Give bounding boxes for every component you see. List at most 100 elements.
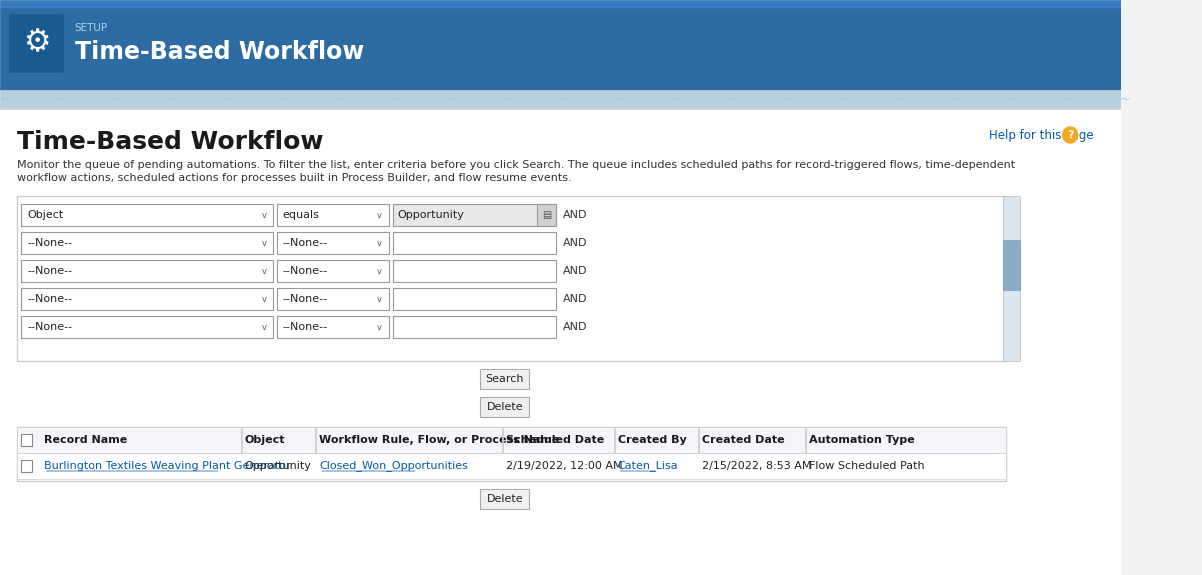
Text: AND: AND xyxy=(563,210,587,220)
Text: --None--: --None-- xyxy=(28,294,72,304)
Text: v: v xyxy=(377,294,382,304)
Text: ~: ~ xyxy=(615,93,626,105)
Bar xyxy=(22,232,273,254)
Bar xyxy=(17,427,1006,453)
Text: AND: AND xyxy=(563,322,587,332)
Text: ~: ~ xyxy=(784,93,795,105)
Text: ~: ~ xyxy=(727,93,738,105)
Text: 2/15/2022, 8:53 AM: 2/15/2022, 8:53 AM xyxy=(702,461,811,471)
Text: Burlington Textiles Weaving Plant Generator: Burlington Textiles Weaving Plant Genera… xyxy=(43,461,291,471)
Text: Time-Based Workflow: Time-Based Workflow xyxy=(75,40,364,64)
Bar xyxy=(17,427,1006,481)
Text: Object: Object xyxy=(244,435,285,445)
Text: AND: AND xyxy=(563,238,587,248)
Text: v: v xyxy=(262,323,267,332)
Circle shape xyxy=(1063,127,1078,143)
Bar xyxy=(393,232,557,254)
Bar xyxy=(537,204,557,226)
Text: Search: Search xyxy=(486,374,524,384)
Text: Automation Type: Automation Type xyxy=(809,435,915,445)
Text: --None--: --None-- xyxy=(28,238,72,248)
Text: ~: ~ xyxy=(672,93,683,105)
Bar xyxy=(393,204,557,226)
Bar xyxy=(20,460,31,472)
Text: ~: ~ xyxy=(895,93,906,105)
Text: v: v xyxy=(262,266,267,275)
Bar xyxy=(22,204,273,226)
Text: v: v xyxy=(262,239,267,247)
Text: ~: ~ xyxy=(335,93,346,105)
Text: ~: ~ xyxy=(448,93,458,105)
Text: v: v xyxy=(377,323,382,332)
Bar xyxy=(278,204,389,226)
Text: workflow actions, scheduled actions for processes built in Process Builder, and : workflow actions, scheduled actions for … xyxy=(17,173,571,183)
Text: Workflow Rule, Flow, or Process Name: Workflow Rule, Flow, or Process Name xyxy=(319,435,559,445)
Bar xyxy=(278,316,389,338)
Text: Caten_Lisa: Caten_Lisa xyxy=(618,461,678,472)
Text: ~: ~ xyxy=(224,93,234,105)
Text: AND: AND xyxy=(563,266,587,276)
Text: ~: ~ xyxy=(112,93,123,105)
Text: Created By: Created By xyxy=(618,435,686,445)
Text: ?: ? xyxy=(1067,130,1073,140)
Bar xyxy=(0,8,1121,90)
Text: v: v xyxy=(377,266,382,275)
Bar xyxy=(0,108,1121,109)
Bar xyxy=(393,260,557,282)
Text: --None--: --None-- xyxy=(282,238,328,248)
Text: --None--: --None-- xyxy=(28,266,72,276)
Text: Object: Object xyxy=(28,210,64,220)
Text: ~: ~ xyxy=(840,93,850,105)
Text: ~: ~ xyxy=(280,93,291,105)
Bar xyxy=(1002,240,1019,290)
Text: ~: ~ xyxy=(1007,93,1018,105)
Bar xyxy=(0,108,1121,575)
Bar xyxy=(278,288,389,310)
Bar xyxy=(1002,196,1019,361)
Text: ⚙: ⚙ xyxy=(23,29,50,58)
Text: Help for this Page: Help for this Page xyxy=(989,128,1094,141)
Text: Opportunity: Opportunity xyxy=(244,461,311,471)
Text: ~: ~ xyxy=(56,93,66,105)
Text: equals: equals xyxy=(282,210,320,220)
Text: Opportunity: Opportunity xyxy=(398,210,464,220)
Bar xyxy=(10,14,64,72)
Bar xyxy=(20,434,31,446)
Bar xyxy=(17,453,1006,479)
Text: 2/19/2022, 12:00 AM: 2/19/2022, 12:00 AM xyxy=(506,461,623,471)
Text: --None--: --None-- xyxy=(282,294,328,304)
Bar xyxy=(393,316,557,338)
Text: Created Date: Created Date xyxy=(702,435,784,445)
Bar xyxy=(481,489,529,509)
Bar xyxy=(0,90,1121,108)
Bar xyxy=(22,316,273,338)
Text: Time-Based Workflow: Time-Based Workflow xyxy=(17,130,323,154)
Bar xyxy=(0,0,1121,8)
Text: AND: AND xyxy=(563,294,587,304)
Text: --None--: --None-- xyxy=(282,266,328,276)
Text: v: v xyxy=(262,210,267,220)
Text: ~: ~ xyxy=(168,93,178,105)
Text: Delete: Delete xyxy=(487,402,523,412)
Bar xyxy=(278,260,389,282)
Text: Closed_Won_Opportunities: Closed_Won_Opportunities xyxy=(319,461,468,472)
Text: ~: ~ xyxy=(0,93,11,105)
Text: ~: ~ xyxy=(504,93,514,105)
Text: --None--: --None-- xyxy=(282,322,328,332)
Bar xyxy=(22,260,273,282)
Text: ~: ~ xyxy=(392,93,403,105)
Text: v: v xyxy=(377,210,382,220)
Text: ▤: ▤ xyxy=(542,210,552,220)
Text: ~: ~ xyxy=(1119,93,1130,105)
Text: Delete: Delete xyxy=(487,494,523,504)
Text: SETUP: SETUP xyxy=(75,23,108,33)
Text: Scheduled Date: Scheduled Date xyxy=(506,435,603,445)
Text: ~: ~ xyxy=(560,93,570,105)
Bar xyxy=(481,369,529,389)
Text: --None--: --None-- xyxy=(28,322,72,332)
Text: Flow Scheduled Path: Flow Scheduled Path xyxy=(809,461,924,471)
Bar xyxy=(278,232,389,254)
Text: ~: ~ xyxy=(1064,93,1075,105)
Text: ~: ~ xyxy=(952,93,962,105)
Text: Monitor the queue of pending automations. To filter the list, enter criteria bef: Monitor the queue of pending automations… xyxy=(17,160,1014,170)
